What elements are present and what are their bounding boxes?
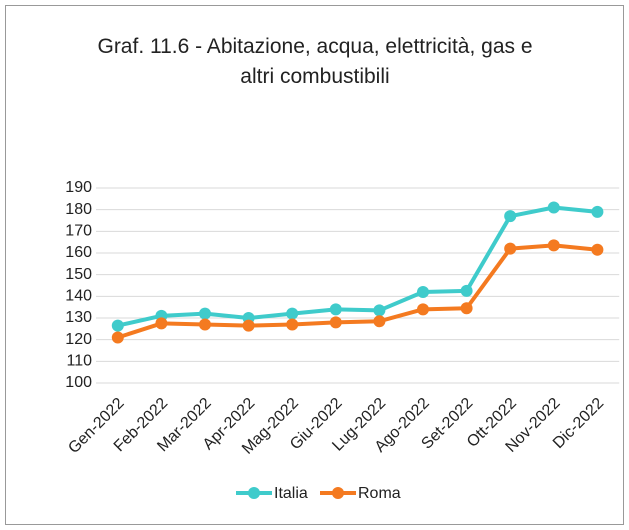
chart-title: Graf. 11.6 - Abitazione, acqua, elettric…: [97, 35, 533, 88]
y-tick-label: 170: [65, 223, 92, 240]
point: [373, 304, 386, 317]
point: [111, 331, 124, 344]
chart-frame: [5, 5, 624, 525]
point: [111, 319, 124, 332]
point: [286, 318, 299, 331]
point: [460, 302, 473, 315]
point: [547, 239, 560, 252]
point: [199, 307, 211, 320]
y-tick-label: 150: [65, 266, 92, 283]
y-tick-label: 160: [65, 244, 92, 261]
legend-marker: [248, 487, 260, 499]
point: [329, 303, 342, 316]
point: [242, 319, 255, 332]
point: [547, 201, 560, 214]
point: [373, 315, 386, 328]
point: [417, 303, 429, 316]
point: [329, 316, 342, 329]
series-line: [117, 205, 598, 328]
point: [504, 210, 517, 223]
point: [417, 286, 429, 298]
point: [504, 242, 517, 255]
y-tick-label: 140: [65, 288, 92, 305]
point: [286, 307, 299, 320]
y-tick-label: 120: [65, 331, 92, 348]
legend-marker: [332, 487, 344, 499]
point: [591, 243, 604, 256]
legend-label: Roma: [358, 485, 401, 502]
series-line: [117, 243, 598, 340]
point: [155, 317, 168, 330]
point: [591, 205, 604, 218]
point: [199, 318, 211, 331]
legend-label: Italia: [274, 485, 308, 502]
y-tick-label: 130: [65, 309, 92, 326]
y-tick-label: 190: [65, 179, 92, 196]
y-tick-label: 110: [66, 353, 92, 370]
point: [460, 284, 473, 297]
y-tick-label: 180: [65, 201, 92, 218]
y-tick-label: 100: [65, 374, 92, 391]
